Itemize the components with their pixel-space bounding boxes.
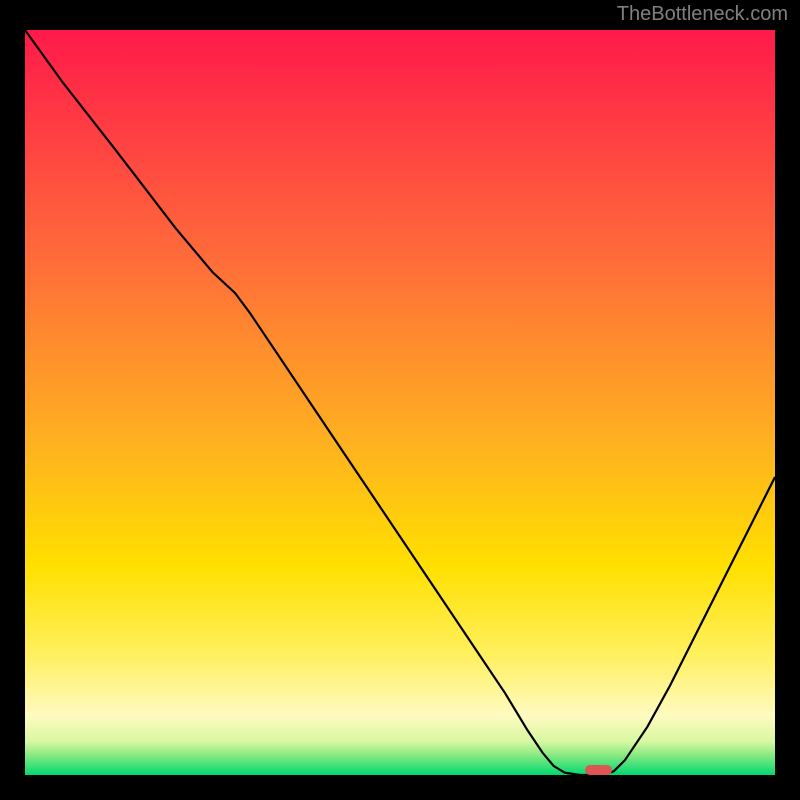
plot-area: [25, 30, 775, 775]
source-label: TheBottleneck.com: [617, 3, 788, 26]
optimal-marker: [585, 765, 612, 775]
bottleneck-curve: [25, 30, 775, 775]
